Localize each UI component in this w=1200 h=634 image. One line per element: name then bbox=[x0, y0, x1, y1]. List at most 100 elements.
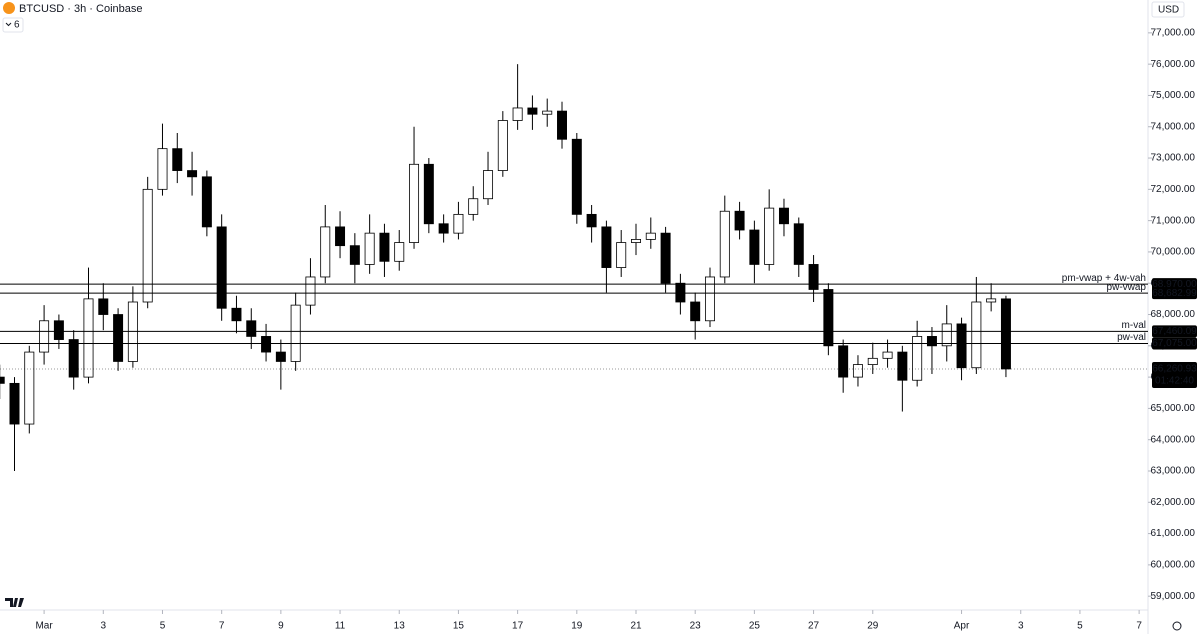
y-tick-label: 71,000.00 bbox=[1151, 215, 1196, 226]
candle-body bbox=[542, 110, 553, 115]
candle-body bbox=[882, 351, 893, 359]
candle-body bbox=[527, 107, 538, 115]
candle-body bbox=[749, 229, 760, 265]
x-tick-label: 27 bbox=[808, 621, 820, 632]
candle-body bbox=[631, 239, 641, 243]
settings-icon[interactable] bbox=[1172, 621, 1182, 631]
indicator-toggle[interactable] bbox=[2, 17, 24, 33]
chevron bbox=[5, 22, 12, 27]
candle-body bbox=[897, 351, 908, 381]
x-tick-label: 23 bbox=[690, 621, 702, 632]
candle-body bbox=[157, 148, 168, 190]
level-name: pw-vwap bbox=[1107, 282, 1147, 293]
last-price-box bbox=[1152, 361, 1197, 388]
level-price-box bbox=[1152, 325, 1197, 338]
level-price-box bbox=[1152, 337, 1197, 350]
x-tick-label: 11 bbox=[335, 621, 346, 632]
candle-body bbox=[24, 351, 35, 425]
candle-body bbox=[261, 336, 272, 353]
y-tick-label: 73,000.00 bbox=[1151, 153, 1196, 164]
y-tick-label: 75,000.00 bbox=[1151, 90, 1196, 101]
level-name: pm-vwap + 4w-vah bbox=[1062, 273, 1146, 284]
x-tick-label: 5 bbox=[160, 621, 166, 632]
candle-body bbox=[231, 307, 242, 322]
y-tick-label: 76,000.00 bbox=[1151, 59, 1196, 70]
x-tick-label: 13 bbox=[394, 621, 406, 632]
candle-body bbox=[246, 320, 257, 337]
candle-body bbox=[349, 245, 360, 265]
candle-body bbox=[971, 301, 982, 369]
y-tick-label: 63,000.00 bbox=[1151, 466, 1196, 477]
candle-body bbox=[719, 210, 730, 278]
candle-body bbox=[394, 242, 405, 262]
candle-body bbox=[320, 226, 331, 278]
y-tick-label: 70,000.00 bbox=[1151, 247, 1196, 258]
x-tick-label: Apr bbox=[954, 621, 970, 632]
y-tick-label: 64,000.00 bbox=[1151, 434, 1196, 445]
symbol-icon bbox=[3, 2, 15, 14]
candle-body bbox=[483, 170, 494, 200]
candle-body bbox=[172, 148, 183, 171]
y-tick-label: 77,000.00 bbox=[1151, 28, 1196, 39]
y-tick-label: 74,000.00 bbox=[1151, 121, 1196, 132]
candle-body bbox=[305, 276, 316, 306]
candle-body bbox=[734, 210, 745, 231]
price-axis bbox=[1148, 0, 1200, 634]
candle-body bbox=[275, 351, 286, 362]
y-tick-label: 59,000.00 bbox=[1151, 591, 1196, 602]
y-tick-label: 61,000.00 bbox=[1151, 528, 1196, 539]
x-tick-label: 15 bbox=[453, 621, 465, 632]
candle-body bbox=[187, 170, 198, 178]
level-price-label: 68,970.00 bbox=[1152, 279, 1197, 290]
candle-body bbox=[423, 163, 434, 225]
currency: USD bbox=[1158, 5, 1179, 16]
level-price-label: 67,075.00 bbox=[1152, 338, 1197, 349]
candle-body bbox=[645, 232, 656, 240]
candle-body bbox=[660, 232, 671, 284]
y-tick-label: 60,000.00 bbox=[1151, 560, 1196, 571]
candle-body bbox=[39, 320, 50, 353]
candle-body bbox=[616, 242, 627, 268]
candle-body bbox=[98, 298, 109, 315]
candle-body bbox=[1000, 298, 1011, 370]
candle-body bbox=[926, 336, 937, 347]
candle-body bbox=[9, 382, 20, 425]
candle-body bbox=[201, 176, 212, 228]
candle-body bbox=[438, 223, 449, 234]
candle-body bbox=[867, 357, 878, 365]
candle-body bbox=[364, 232, 375, 265]
candle-body bbox=[986, 298, 997, 303]
x-tick-label: 3 bbox=[1018, 621, 1024, 632]
candle-body bbox=[823, 289, 834, 347]
candle-body bbox=[113, 314, 124, 362]
x-tick-label: 5 bbox=[1077, 621, 1083, 632]
candle-body bbox=[468, 198, 479, 215]
candle-body bbox=[68, 339, 79, 378]
candle-body bbox=[409, 163, 420, 243]
candle-body bbox=[335, 226, 346, 247]
y-tick-label: 72,000.00 bbox=[1151, 184, 1196, 195]
candle-body bbox=[764, 207, 775, 265]
candle-body bbox=[453, 213, 464, 234]
level-price-box bbox=[1152, 287, 1197, 300]
candle-body bbox=[512, 107, 523, 121]
symbol-title: BTCUSD · 3h · Coinbase bbox=[19, 3, 143, 15]
candle-body bbox=[557, 110, 568, 140]
candle-body bbox=[83, 298, 94, 378]
candle-body bbox=[497, 120, 508, 171]
candle-body bbox=[912, 336, 923, 381]
plot-area bbox=[0, 64, 1011, 471]
level-name: pw-val bbox=[1117, 332, 1146, 343]
candle-body bbox=[0, 376, 5, 384]
candle-body bbox=[216, 226, 227, 309]
level-price-label: 68,682.99 bbox=[1152, 288, 1197, 299]
logo bbox=[5, 598, 24, 607]
candle-body bbox=[793, 223, 804, 265]
x-tick-label: 25 bbox=[749, 621, 761, 632]
currency-button[interactable] bbox=[1151, 1, 1185, 18]
candle-body bbox=[808, 264, 819, 290]
candle-body bbox=[852, 364, 863, 378]
x-tick-label: 7 bbox=[1136, 621, 1142, 632]
candle-body bbox=[705, 276, 715, 322]
